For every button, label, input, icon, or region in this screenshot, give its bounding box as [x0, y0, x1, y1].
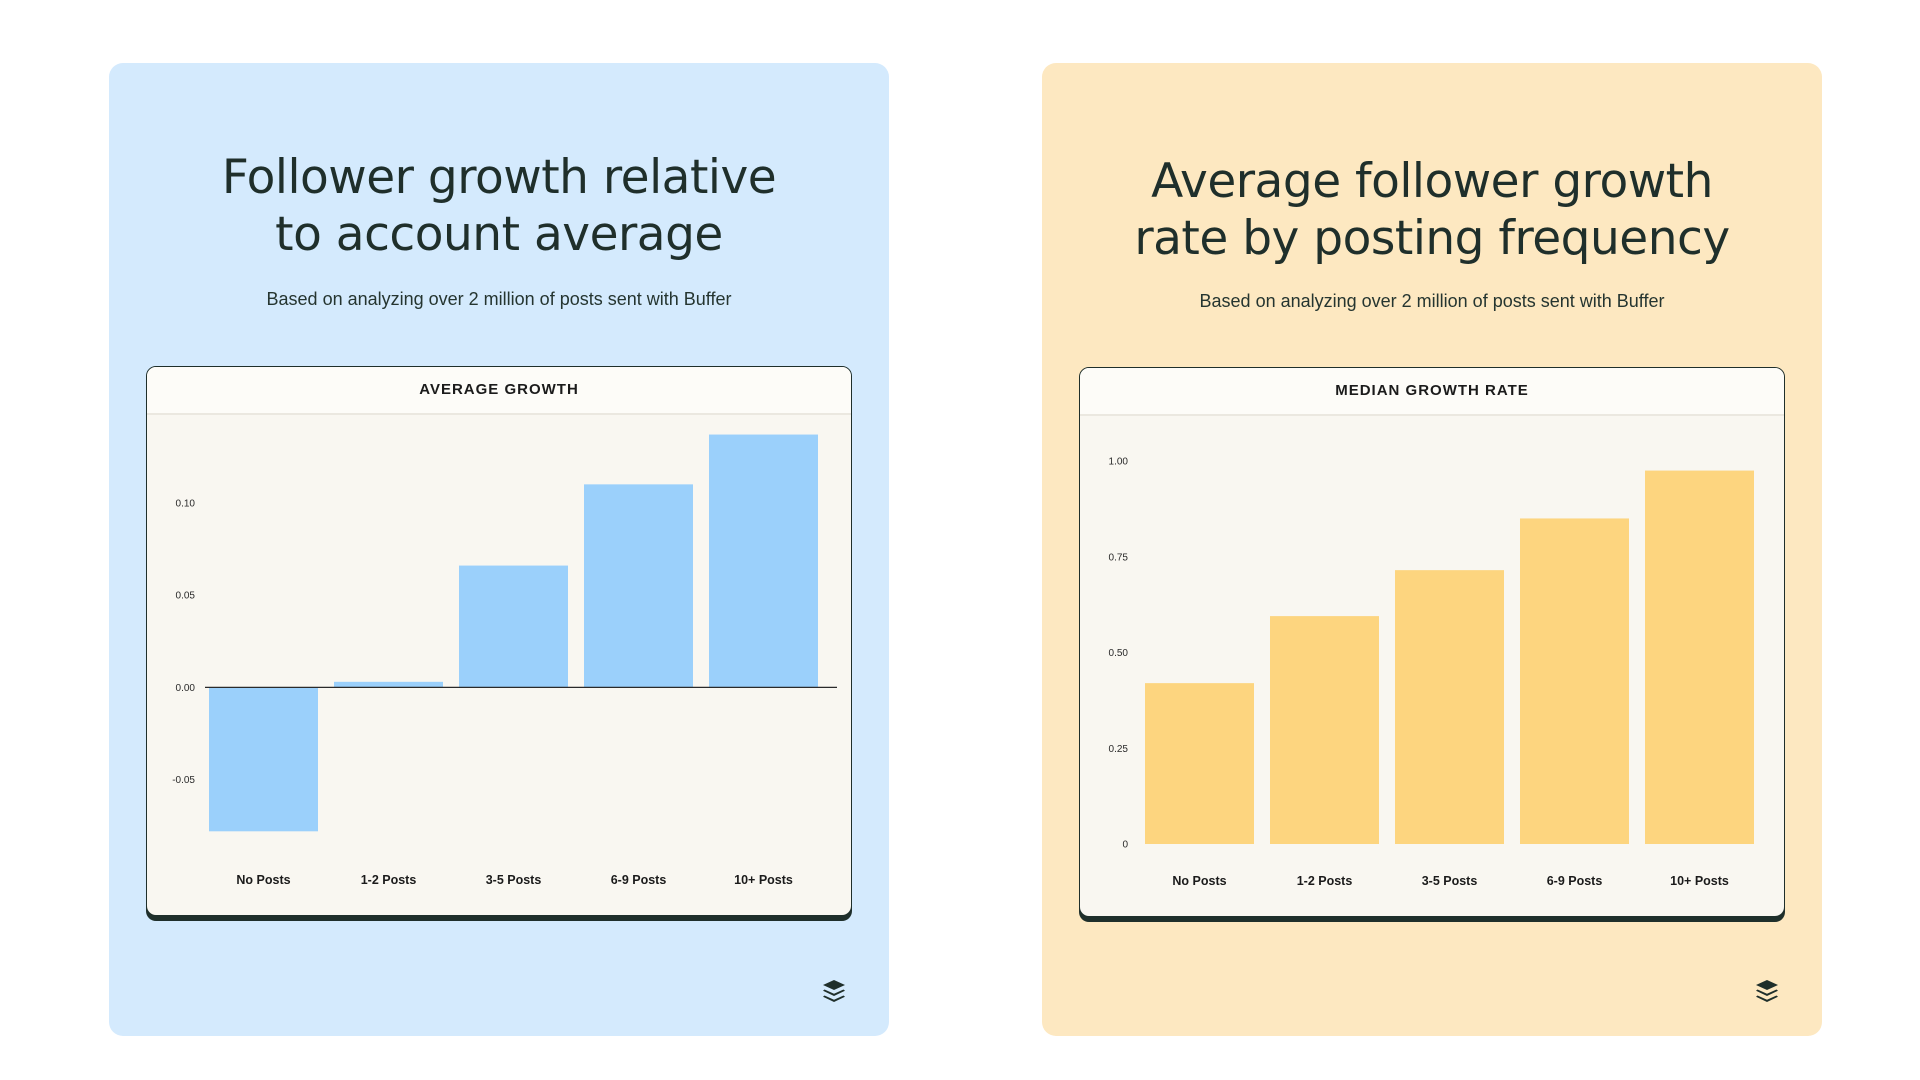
card-title: Average follower growth rate by posting … [1042, 153, 1822, 267]
x-tick-label: 3-5 Posts [1422, 874, 1478, 888]
y-tick-label: -0.05 [172, 775, 195, 786]
card-title: Follower growth relative to account aver… [109, 149, 889, 263]
y-tick-label: 0.10 [176, 498, 196, 509]
card-title-line-2: rate by posting frequency [1134, 211, 1730, 266]
bar-6-9-posts [584, 484, 693, 688]
x-tick-label: 3-5 Posts [486, 873, 542, 887]
bar-3-5-posts [459, 565, 568, 688]
bar-3-5-posts [1395, 570, 1504, 844]
y-tick-label: 0.25 [1109, 744, 1129, 755]
bar-no-posts [1145, 683, 1254, 844]
card-title-line-1: Follower growth relative [221, 150, 777, 205]
card-title-line-1: Average follower growth [1151, 154, 1713, 209]
bar-10-posts [709, 434, 818, 688]
buffer-logo-icon [823, 980, 845, 1002]
bar-1-2-posts [1270, 616, 1379, 844]
x-tick-label: 6-9 Posts [1547, 874, 1603, 888]
y-tick-label: 0 [1122, 840, 1128, 851]
card-follower-growth-relative: Follower growth relative to account aver… [109, 63, 889, 1036]
card-subtitle: Based on analyzing over 2 million of pos… [1199, 291, 1665, 311]
card-growth-rate-by-frequency: Average follower growth rate by posting … [1042, 63, 1822, 1036]
average-growth-bar-chart: No Posts 1-2 Posts 3-5 Posts 6-9 Posts 10+ P… [172, 434, 837, 887]
y-tick-label: 1.00 [1109, 457, 1129, 468]
chart-panel: AVERAGE GROWTH No Posts 1-2 Posts 3-5 Post… [146, 366, 852, 916]
x-tick-label: 1-2 Posts [361, 873, 417, 887]
x-tick-label: No Posts [236, 873, 290, 887]
y-tick-label: 0.00 [176, 683, 196, 694]
x-tick-label: 10+ Posts [734, 873, 793, 887]
chart-panel: MEDIAN GROWTH RATE No Posts 1-2 Posts 3-5 … [1079, 367, 1785, 917]
x-tick-label: 1-2 Posts [1297, 874, 1353, 888]
y-tick-label: 0.75 [1109, 552, 1129, 563]
x-tick-label: 6-9 Posts [611, 873, 667, 887]
bar-1-2-posts [334, 681, 443, 688]
chart-title: MEDIAN GROWTH RATE [1080, 368, 1784, 416]
bar-10-posts [1645, 470, 1754, 844]
buffer-logo-icon [1756, 980, 1778, 1002]
x-tick-label: 10+ Posts [1670, 874, 1729, 888]
card-title-line-2: to account average [275, 207, 723, 262]
median-growth-rate-bar-chart: No Posts 1-2 Posts 3-5 Posts 6-9 Posts 10+ P… [1109, 457, 1754, 888]
x-tick-label: No Posts [1172, 874, 1226, 888]
chart-title: AVERAGE GROWTH [147, 367, 851, 415]
bar-no-posts [209, 687, 318, 832]
y-tick-label: 0.50 [1109, 648, 1129, 659]
bar-6-9-posts [1520, 518, 1629, 844]
y-tick-label: 0.05 [176, 591, 196, 602]
card-subtitle: Based on analyzing over 2 million of pos… [266, 289, 732, 309]
